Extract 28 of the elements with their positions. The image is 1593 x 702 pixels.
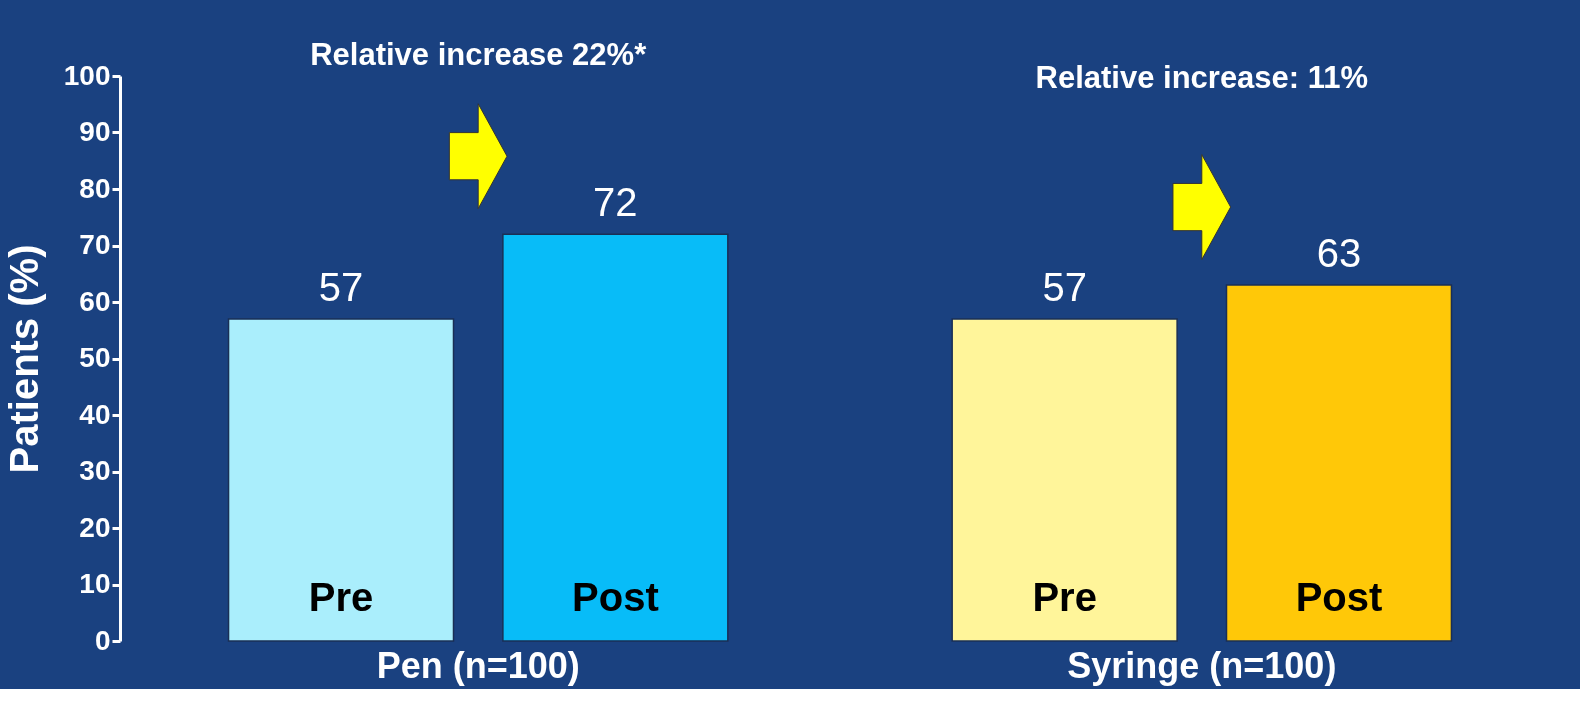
series-label: Pre [308, 575, 374, 619]
y-tick-label: 20 [79, 511, 111, 543]
y-tick-label: 0 [94, 624, 111, 656]
y-tick-label: 90 [79, 116, 111, 147]
text: Post [1295, 575, 1383, 619]
y-tick-label: 100 [63, 59, 111, 91]
data-label: 57 [318, 264, 364, 309]
y-tick-label: 60 [79, 285, 111, 317]
x-tick-label: Pen (n=100) [376, 644, 580, 686]
y-tick-label: 70 [79, 229, 111, 260]
y-tick-label: 40 [79, 398, 111, 430]
x-tick-label: Syringe (n=100) [1067, 644, 1337, 686]
data-label: 63 [1316, 231, 1362, 276]
annotation: Relative increase: 11% [1035, 59, 1369, 95]
bar [227, 318, 455, 642]
series-label: Post [572, 575, 659, 619]
text: Relative increase 22%* [310, 37, 648, 72]
data-label: 72 [593, 180, 638, 225]
bar [951, 318, 1178, 642]
bar [502, 233, 729, 642]
y-axis-title: Patients (%) [1, 244, 46, 474]
y-tick-label: 30 [79, 455, 111, 486]
y-tick-label: 10 [79, 568, 111, 599]
y-tick-label: 80 [79, 172, 111, 204]
text: Pre [1032, 575, 1097, 619]
data-label: 57 [1042, 264, 1087, 309]
bar [1225, 284, 1453, 642]
y-tick-label: 50 [79, 342, 111, 373]
